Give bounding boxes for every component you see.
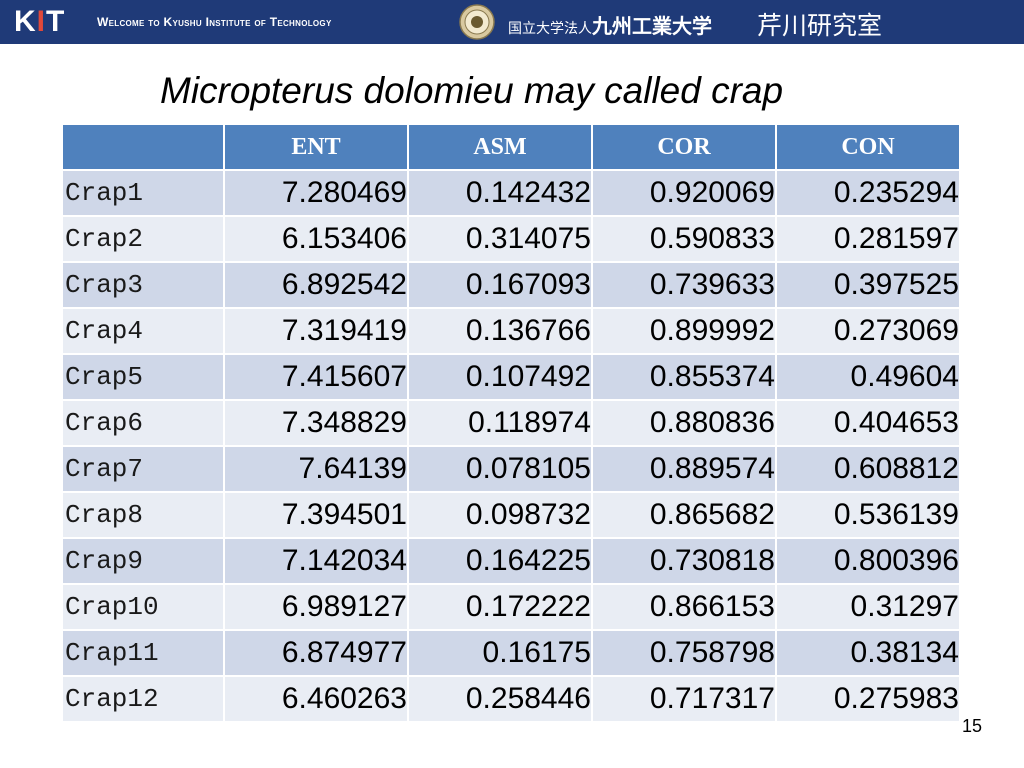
page-number: 15 <box>962 716 983 736</box>
cell-cor: 0.889574 <box>593 447 777 493</box>
cell-con: 0.800396 <box>777 539 959 585</box>
logo-letter-k: K <box>14 5 37 38</box>
university-name: 国立大学法人九州工業大学 <box>508 10 712 39</box>
cell-cor: 0.920069 <box>593 171 777 217</box>
table-row: Crap2 6.153406 0.314075 0.590833 0.28159… <box>63 217 959 263</box>
cell-asm: 0.172222 <box>409 585 593 631</box>
cell-cor: 0.758798 <box>593 631 777 677</box>
cell-con: 0.49604 <box>777 355 959 401</box>
cell-con: 0.397525 <box>777 263 959 309</box>
cell-con: 0.235294 <box>777 171 959 217</box>
cell-con: 0.536139 <box>777 493 959 539</box>
cell-asm: 0.258446 <box>409 677 593 723</box>
cell-asm: 0.314075 <box>409 217 593 263</box>
cell-ent: 6.874977 <box>225 631 409 677</box>
column-header-empty <box>63 125 225 171</box>
university-name-main: 九州工業大学 <box>592 14 712 38</box>
cell-asm: 0.118974 <box>409 401 593 447</box>
column-header-cor: COR <box>593 125 777 171</box>
cell-cor: 0.590833 <box>593 217 777 263</box>
table-row: Crap8 7.394501 0.098732 0.865682 0.53613… <box>63 493 959 539</box>
table-row: Crap4 7.319419 0.136766 0.899992 0.27306… <box>63 309 959 355</box>
table-row: Crap11 6.874977 0.16175 0.758798 0.38134 <box>63 631 959 677</box>
row-label: Crap7 <box>63 447 225 493</box>
cell-asm: 0.107492 <box>409 355 593 401</box>
cell-cor: 0.866153 <box>593 585 777 631</box>
lab-name: 芹川研究室 <box>757 11 883 40</box>
cell-con: 0.38134 <box>777 631 959 677</box>
logo-letter-t: T <box>46 5 66 38</box>
cell-cor: 0.899992 <box>593 309 777 355</box>
cell-ent: 6.892542 <box>225 263 409 309</box>
row-label: Crap5 <box>63 355 225 401</box>
cell-ent: 6.153406 <box>225 217 409 263</box>
cell-asm: 0.167093 <box>409 263 593 309</box>
cell-cor: 0.730818 <box>593 539 777 585</box>
slide-title: Micropterus dolomieu may called crap <box>160 70 784 111</box>
cell-ent: 6.989127 <box>225 585 409 631</box>
cell-ent: 7.415607 <box>225 355 409 401</box>
welcome-text: Welcome to Kyushu Institute of Technolog… <box>97 15 332 29</box>
cell-asm: 0.078105 <box>409 447 593 493</box>
table-row: Crap7 7.64139 0.078105 0.889574 0.608812 <box>63 447 959 493</box>
table-header-row: ENT ASM COR CON <box>63 125 959 171</box>
row-label: Crap8 <box>63 493 225 539</box>
table-row: Crap10 6.989127 0.172222 0.866153 0.3129… <box>63 585 959 631</box>
data-table: ENT ASM COR CON Crap1 7.280469 0.142432 … <box>63 125 959 723</box>
row-label: Crap1 <box>63 171 225 217</box>
table-row: Crap3 6.892542 0.167093 0.739633 0.39752… <box>63 263 959 309</box>
row-label: Crap6 <box>63 401 225 447</box>
logo-letter-i: I <box>36 5 47 38</box>
cell-cor: 0.865682 <box>593 493 777 539</box>
cell-con: 0.275983 <box>777 677 959 723</box>
cell-asm: 0.098732 <box>409 493 593 539</box>
cell-cor: 0.880836 <box>593 401 777 447</box>
row-label: Crap11 <box>63 631 225 677</box>
row-label: Crap2 <box>63 217 225 263</box>
cell-ent: 7.64139 <box>225 447 409 493</box>
cell-asm: 0.136766 <box>409 309 593 355</box>
cell-cor: 0.717317 <box>593 677 777 723</box>
cell-ent: 7.348829 <box>225 401 409 447</box>
row-label: Crap3 <box>63 263 225 309</box>
table-row: Crap9 7.142034 0.164225 0.730818 0.80039… <box>63 539 959 585</box>
column-header-con: CON <box>777 125 959 171</box>
cell-cor: 0.855374 <box>593 355 777 401</box>
cell-asm: 0.164225 <box>409 539 593 585</box>
row-label: Crap12 <box>63 677 225 723</box>
cell-asm: 0.142432 <box>409 171 593 217</box>
table-row: Crap5 7.415607 0.107492 0.855374 0.49604 <box>63 355 959 401</box>
row-label: Crap4 <box>63 309 225 355</box>
cell-con: 0.608812 <box>777 447 959 493</box>
row-label: Crap9 <box>63 539 225 585</box>
cell-ent: 7.142034 <box>225 539 409 585</box>
cell-con: 0.273069 <box>777 309 959 355</box>
cell-ent: 7.394501 <box>225 493 409 539</box>
cell-asm: 0.16175 <box>409 631 593 677</box>
cell-con: 0.404653 <box>777 401 959 447</box>
university-prefix: 国立大学法人 <box>508 21 592 37</box>
cell-con: 0.281597 <box>777 217 959 263</box>
cell-ent: 6.460263 <box>225 677 409 723</box>
column-header-ent: ENT <box>225 125 409 171</box>
cell-con: 0.31297 <box>777 585 959 631</box>
column-header-asm: ASM <box>409 125 593 171</box>
cell-ent: 7.319419 <box>225 309 409 355</box>
table-row: Crap6 7.348829 0.118974 0.880836 0.40465… <box>63 401 959 447</box>
cell-cor: 0.739633 <box>593 263 777 309</box>
table-row: Crap1 7.280469 0.142432 0.920069 0.23529… <box>63 171 959 217</box>
table-row: Crap12 6.460263 0.258446 0.717317 0.2759… <box>63 677 959 723</box>
university-emblem-icon <box>459 4 495 40</box>
row-label: Crap10 <box>63 585 225 631</box>
cell-ent: 7.280469 <box>225 171 409 217</box>
